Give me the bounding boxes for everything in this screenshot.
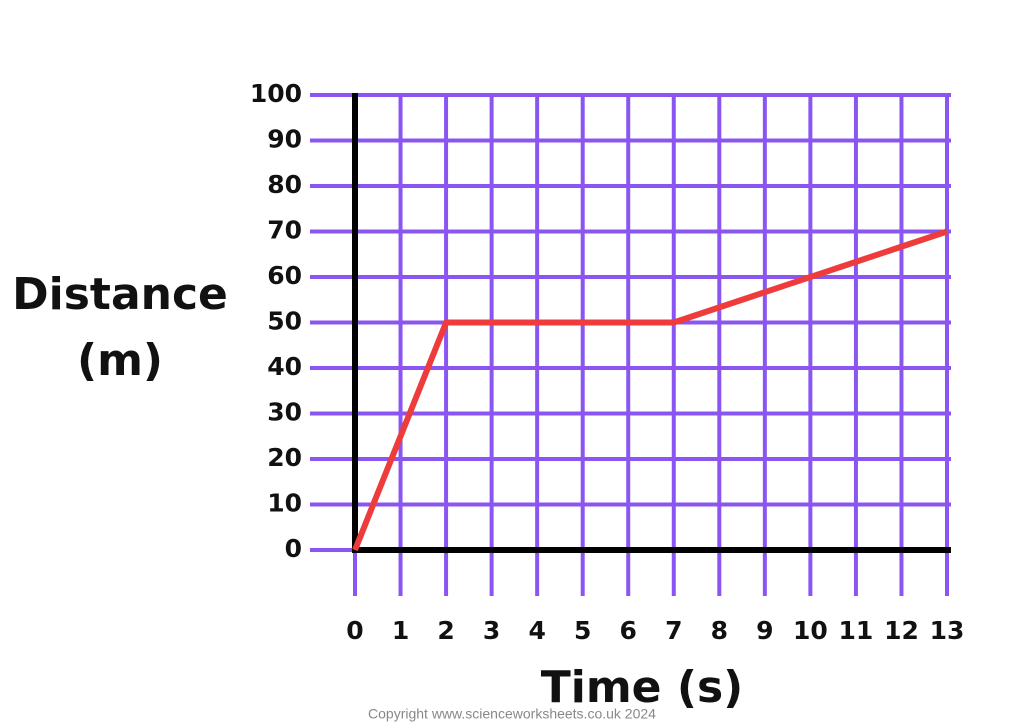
y-tick-label: 0 (285, 534, 302, 563)
y-tick-label: 90 (267, 125, 302, 154)
x-axis-label: Time (s) (541, 662, 744, 713)
x-tick-label: 2 (437, 616, 454, 645)
x-tick-label: 9 (756, 616, 773, 645)
y-tick-label: 40 (267, 352, 302, 381)
x-tick-label: 3 (483, 616, 500, 645)
y-tick-label: 20 (267, 443, 302, 472)
x-tick-label: 11 (839, 616, 874, 645)
y-tick-label: 30 (267, 398, 302, 427)
y-tick-label: 50 (267, 307, 302, 336)
x-tick-label: 0 (346, 616, 363, 645)
y-axis-label: Distance (m) (12, 269, 228, 386)
copyright: Copyright www.scienceworksheets.co.uk 20… (368, 706, 656, 722)
x-tick-label: 5 (574, 616, 591, 645)
x-tick-label: 7 (665, 616, 682, 645)
data-line (352, 228, 948, 552)
x-tick-label: 8 (711, 616, 728, 645)
x-tick-label: 13 (930, 616, 965, 645)
y-tick-label: 60 (267, 261, 302, 290)
x-tick-label: 10 (793, 616, 828, 645)
y-tick-label: 80 (267, 170, 302, 199)
y-tick-label: 10 (267, 489, 302, 518)
y-tick-label: 100 (250, 79, 302, 108)
x-tick-label: 12 (884, 616, 919, 645)
x-tick-label: 4 (528, 616, 545, 645)
x-tick-label: 1 (392, 616, 409, 645)
x-tick-label: 6 (620, 616, 637, 645)
y-tick-label: 70 (267, 216, 302, 245)
